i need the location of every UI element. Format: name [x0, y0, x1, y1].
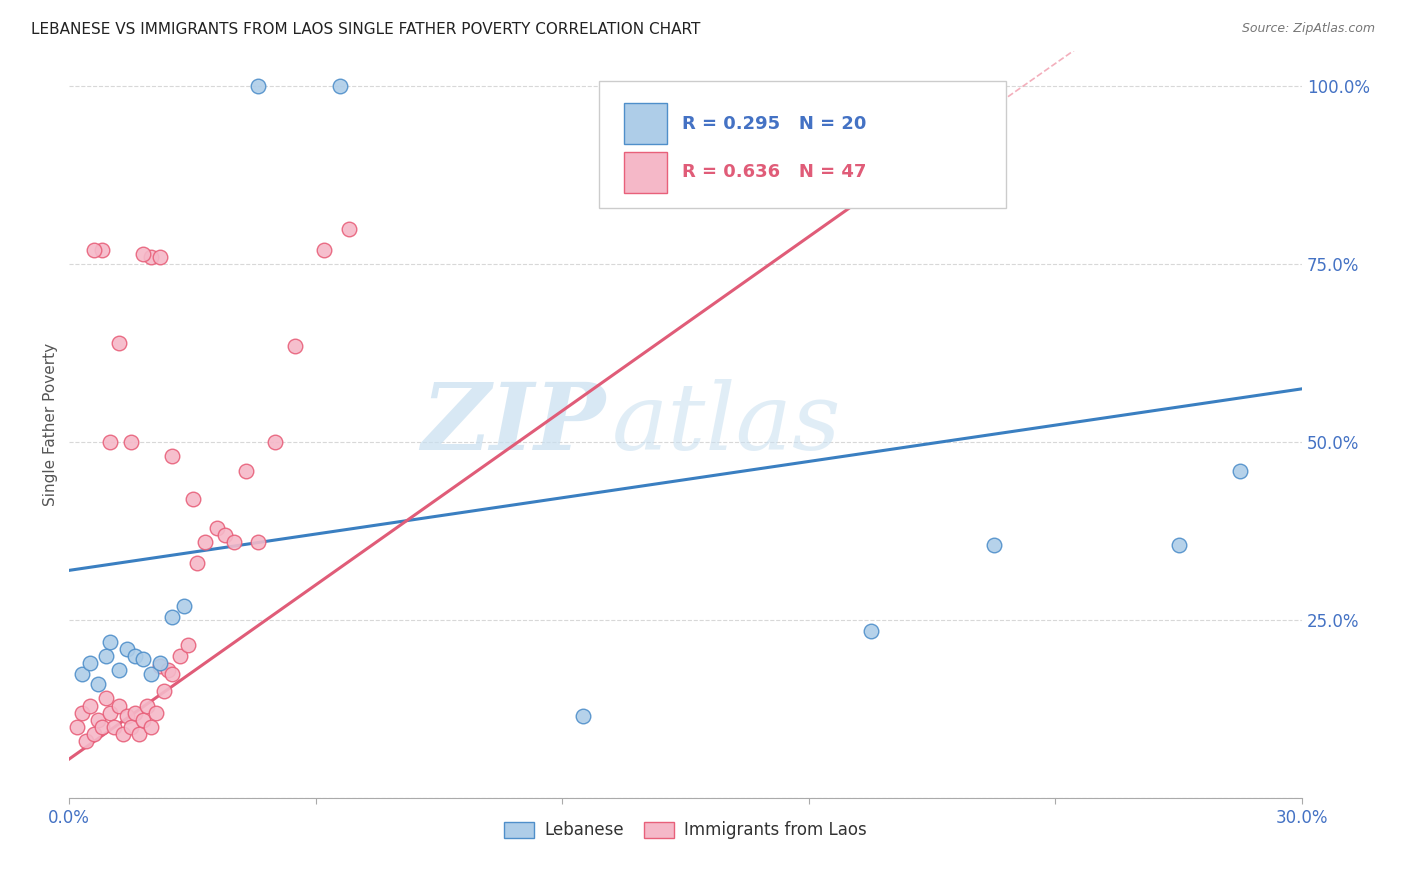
Point [312, 243, 335, 257]
Y-axis label: Single Father Poverty: Single Father Poverty [44, 343, 58, 506]
Point [983, 538, 1005, 552]
Point [107, 698, 129, 713]
Point [107, 663, 129, 677]
Point [329, 79, 352, 94]
Point [194, 534, 217, 549]
Point [141, 666, 163, 681]
Point [96, 691, 118, 706]
Point [107, 335, 129, 350]
Point [222, 534, 245, 549]
Point [132, 246, 155, 260]
Point [145, 706, 167, 720]
Point [149, 656, 172, 670]
Point [156, 663, 179, 677]
Point [149, 659, 172, 673]
Point [247, 79, 270, 94]
Point [247, 534, 270, 549]
Point [124, 648, 146, 663]
Point [66, 720, 89, 734]
Text: Source: ZipAtlas.com: Source: ZipAtlas.com [1241, 22, 1375, 36]
Point [173, 599, 195, 613]
Point [141, 720, 163, 734]
Point [98, 634, 121, 648]
Point [1229, 464, 1251, 478]
Point [111, 727, 134, 741]
Point [115, 641, 138, 656]
Point [79, 656, 101, 670]
Point [70, 666, 93, 681]
Point [263, 435, 285, 450]
Point [214, 527, 236, 541]
Point [169, 648, 191, 663]
Text: LEBANESE VS IMMIGRANTS FROM LAOS SINGLE FATHER POVERTY CORRELATION CHART: LEBANESE VS IMMIGRANTS FROM LAOS SINGLE … [31, 22, 700, 37]
Point [98, 706, 121, 720]
Point [177, 638, 200, 652]
Point [120, 720, 142, 734]
Text: R = 0.295   N = 20: R = 0.295 N = 20 [682, 114, 866, 133]
Text: atlas: atlas [612, 379, 841, 469]
Point [96, 648, 118, 663]
Point [859, 624, 882, 638]
Point [337, 221, 360, 235]
Point [181, 492, 204, 507]
FancyBboxPatch shape [624, 103, 668, 145]
Point [160, 450, 183, 464]
Point [124, 706, 146, 720]
Point [91, 243, 114, 257]
Point [83, 727, 105, 741]
Point [160, 609, 183, 624]
Point [87, 713, 110, 727]
Point [98, 435, 121, 450]
Point [70, 706, 93, 720]
Point [235, 464, 257, 478]
Point [205, 521, 228, 535]
Point [103, 720, 125, 734]
Point [572, 709, 595, 723]
Point [91, 720, 114, 734]
Point [132, 713, 155, 727]
Point [115, 709, 138, 723]
Point [132, 652, 155, 666]
Point [87, 677, 110, 691]
FancyBboxPatch shape [624, 152, 668, 193]
Point [120, 435, 142, 450]
Point [284, 339, 307, 353]
Point [79, 698, 101, 713]
Point [128, 727, 150, 741]
FancyBboxPatch shape [599, 80, 1007, 208]
Text: R = 0.636   N = 47: R = 0.636 N = 47 [682, 163, 866, 181]
Point [186, 556, 208, 570]
Legend: Lebanese, Immigrants from Laos: Lebanese, Immigrants from Laos [498, 814, 873, 846]
Point [149, 250, 172, 264]
Point [152, 684, 174, 698]
Point [75, 734, 97, 748]
Point [160, 666, 183, 681]
Point [1167, 538, 1189, 552]
Text: ZIP: ZIP [422, 379, 606, 469]
Point [141, 250, 163, 264]
Point [136, 698, 159, 713]
Point [83, 243, 105, 257]
